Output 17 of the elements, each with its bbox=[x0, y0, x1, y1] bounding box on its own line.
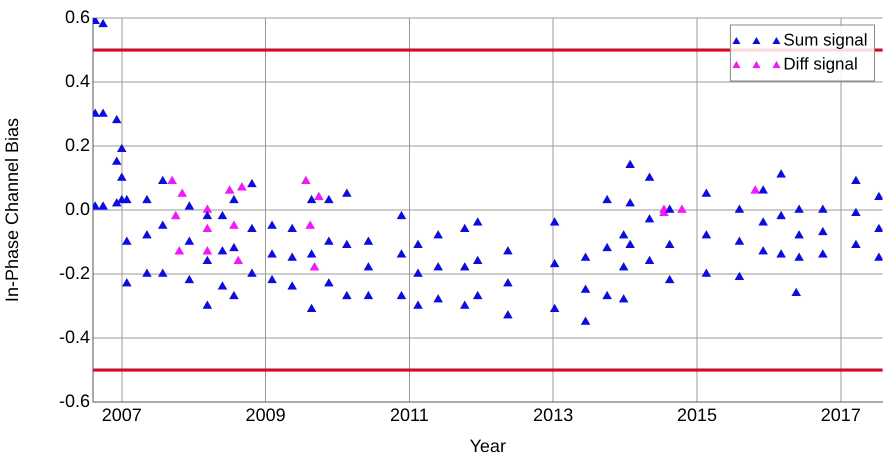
x-tick-label: 2007 bbox=[102, 404, 142, 425]
x-tick-label: 2013 bbox=[533, 404, 574, 425]
y-tick-label: 0.0 bbox=[64, 198, 90, 219]
y-tick-label: 0.6 bbox=[64, 6, 90, 27]
legend-label: Sum signal bbox=[783, 30, 868, 50]
x-tick-label: 2017 bbox=[820, 404, 861, 425]
y-tick-label: -0.4 bbox=[58, 326, 90, 347]
y-axis-title: In-Phase Channel Bias bbox=[2, 118, 22, 302]
y-tick-label: 0.4 bbox=[64, 70, 90, 91]
y-tick-label: -0.6 bbox=[58, 390, 90, 411]
x-tick-label: 2009 bbox=[246, 404, 286, 425]
x-tick-label: 2011 bbox=[390, 404, 429, 425]
y-tick-label: 0.2 bbox=[64, 134, 90, 155]
y-tick-label: -0.2 bbox=[58, 262, 90, 283]
x-axis-title: Year bbox=[470, 436, 506, 456]
legend-label: Diff signal bbox=[783, 54, 858, 74]
x-tick-label: 2015 bbox=[676, 404, 718, 425]
